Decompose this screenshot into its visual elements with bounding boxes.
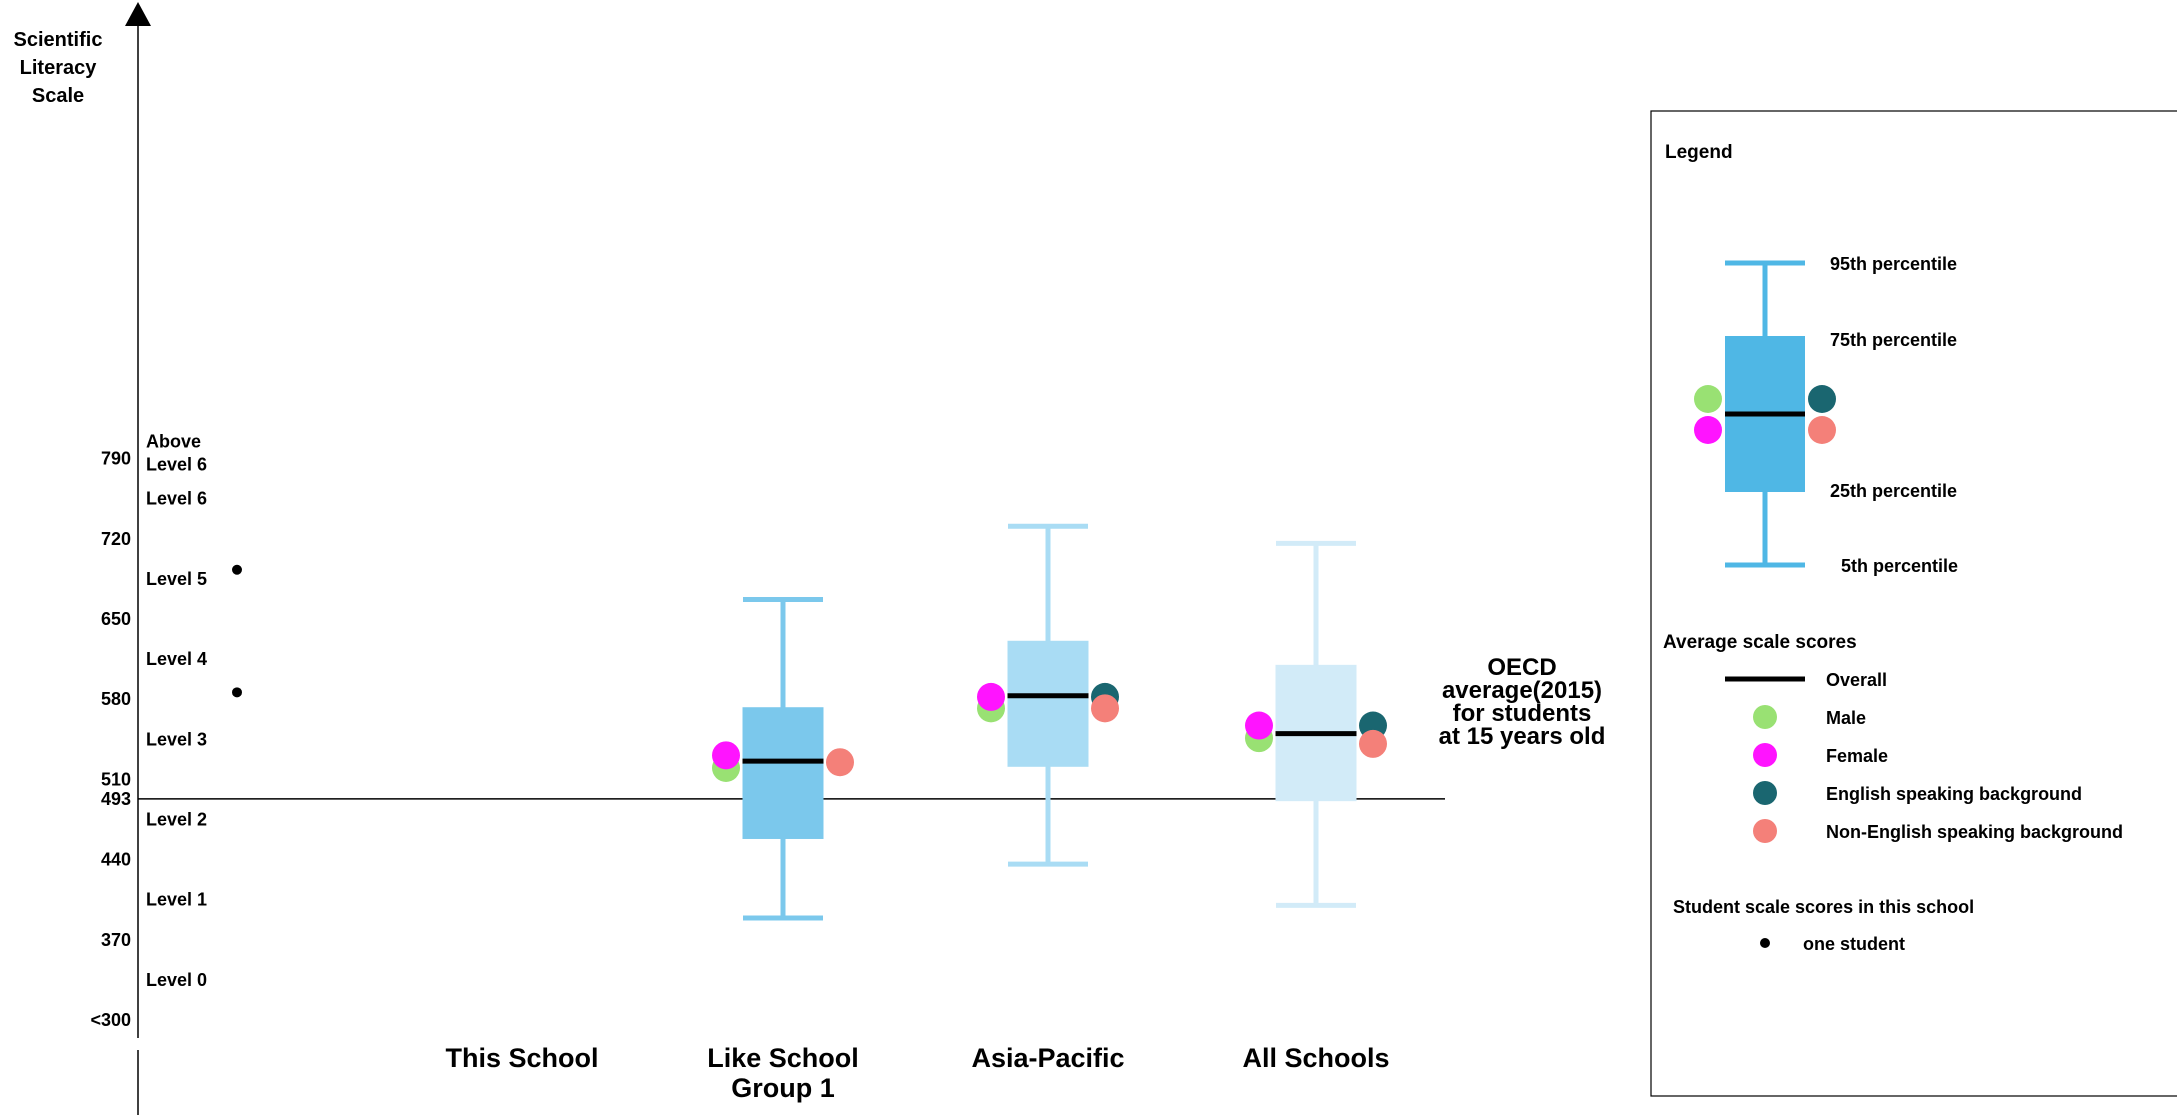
legend: Legend 95th percentile 75th percentile 25th…: [1650, 110, 2177, 1097]
level-label: Level 2: [146, 810, 207, 830]
legend-students-title: Student scale scores in this school: [1673, 897, 1974, 917]
y-tick-label: 650: [101, 609, 131, 629]
category-labels: This School Like School Group 1 Asia-Pacifi…: [445, 1043, 1389, 1103]
legend-average-title: Average scale scores: [1663, 632, 1857, 653]
legend-female-dot: [1753, 743, 1777, 767]
non-english-average-dot: [826, 748, 854, 777]
female-average-dot: [977, 682, 1005, 711]
legend-title: Legend: [1665, 142, 1733, 163]
y-axis-arrow: [125, 2, 151, 26]
level-label: Level 3: [146, 729, 207, 749]
y-tick-label: 510: [101, 769, 131, 789]
legend-english-label: English speaking background: [1826, 784, 2082, 804]
legend-female-label: Female: [1826, 746, 1888, 766]
y-tick-label: <300: [90, 1010, 131, 1030]
category-label: This School: [445, 1043, 598, 1073]
boxplots: [232, 523, 1387, 921]
y-tick-label: 370: [101, 930, 131, 950]
reference-line-group: OECD average(2015) for students at 15 years…: [138, 654, 1606, 800]
level-label: Level 6: [146, 489, 207, 509]
non-english-average-dot: [1359, 729, 1387, 758]
legend-non-english-dot: [1753, 819, 1777, 843]
legend-english-dot: [1753, 781, 1777, 805]
y-tick-label: 580: [101, 689, 131, 709]
legend-student-dot: [1760, 938, 1770, 948]
legend-student-label: one student: [1803, 934, 1905, 954]
legend-p5-label: 5th percentile: [1841, 556, 1958, 576]
legend-p75-label: 75th percentile: [1830, 330, 1957, 350]
legend-frame: [1650, 110, 2177, 1097]
female-average-dot: [1245, 711, 1273, 740]
level-label: Level 0: [146, 970, 207, 990]
iqr-box: [1007, 640, 1089, 767]
iqr-box: [742, 707, 824, 839]
y-axis: Scientific Literacy Scale 790 720 650 580 51049…: [14, 2, 207, 1115]
student-dot: [232, 687, 242, 698]
legend-box-male-dot: [1694, 385, 1722, 413]
level-label: Above Level 6: [146, 431, 207, 474]
y-axis-title: Scientific Literacy Scale: [14, 29, 103, 107]
level-label: Level 1: [146, 890, 207, 910]
y-tick-label: 493: [101, 789, 131, 809]
legend-non-english-label: Non-English speaking background: [1826, 822, 2123, 842]
legend-male-label: Male: [1826, 708, 1866, 728]
legend-overall-label: Overall: [1826, 670, 1887, 690]
oecd-average-label: OECD average(2015) for students at 15 years…: [1439, 654, 1606, 750]
y-tick-label: 440: [101, 850, 131, 870]
non-english-average-dot: [1091, 694, 1119, 723]
legend-box-english-dot: [1808, 385, 1836, 413]
category-label: Like School Group 1: [707, 1043, 859, 1103]
y-tick-label: 790: [101, 449, 131, 469]
legend-p95-label: 95th percentile: [1830, 254, 1957, 274]
category-label: Asia-Pacific: [971, 1043, 1124, 1073]
legend-male-dot: [1753, 705, 1777, 729]
level-label: Level 5: [146, 569, 207, 589]
legend-box-non-english-dot: [1808, 416, 1836, 444]
category-label: All Schools: [1242, 1043, 1389, 1073]
female-average-dot: [712, 741, 740, 770]
legend-p25-label: 25th percentile: [1830, 481, 1957, 501]
student-dot: [232, 564, 242, 575]
y-tick-label: 720: [101, 529, 131, 549]
legend-box-female-dot: [1694, 416, 1722, 444]
level-label: Level 4: [146, 649, 207, 669]
